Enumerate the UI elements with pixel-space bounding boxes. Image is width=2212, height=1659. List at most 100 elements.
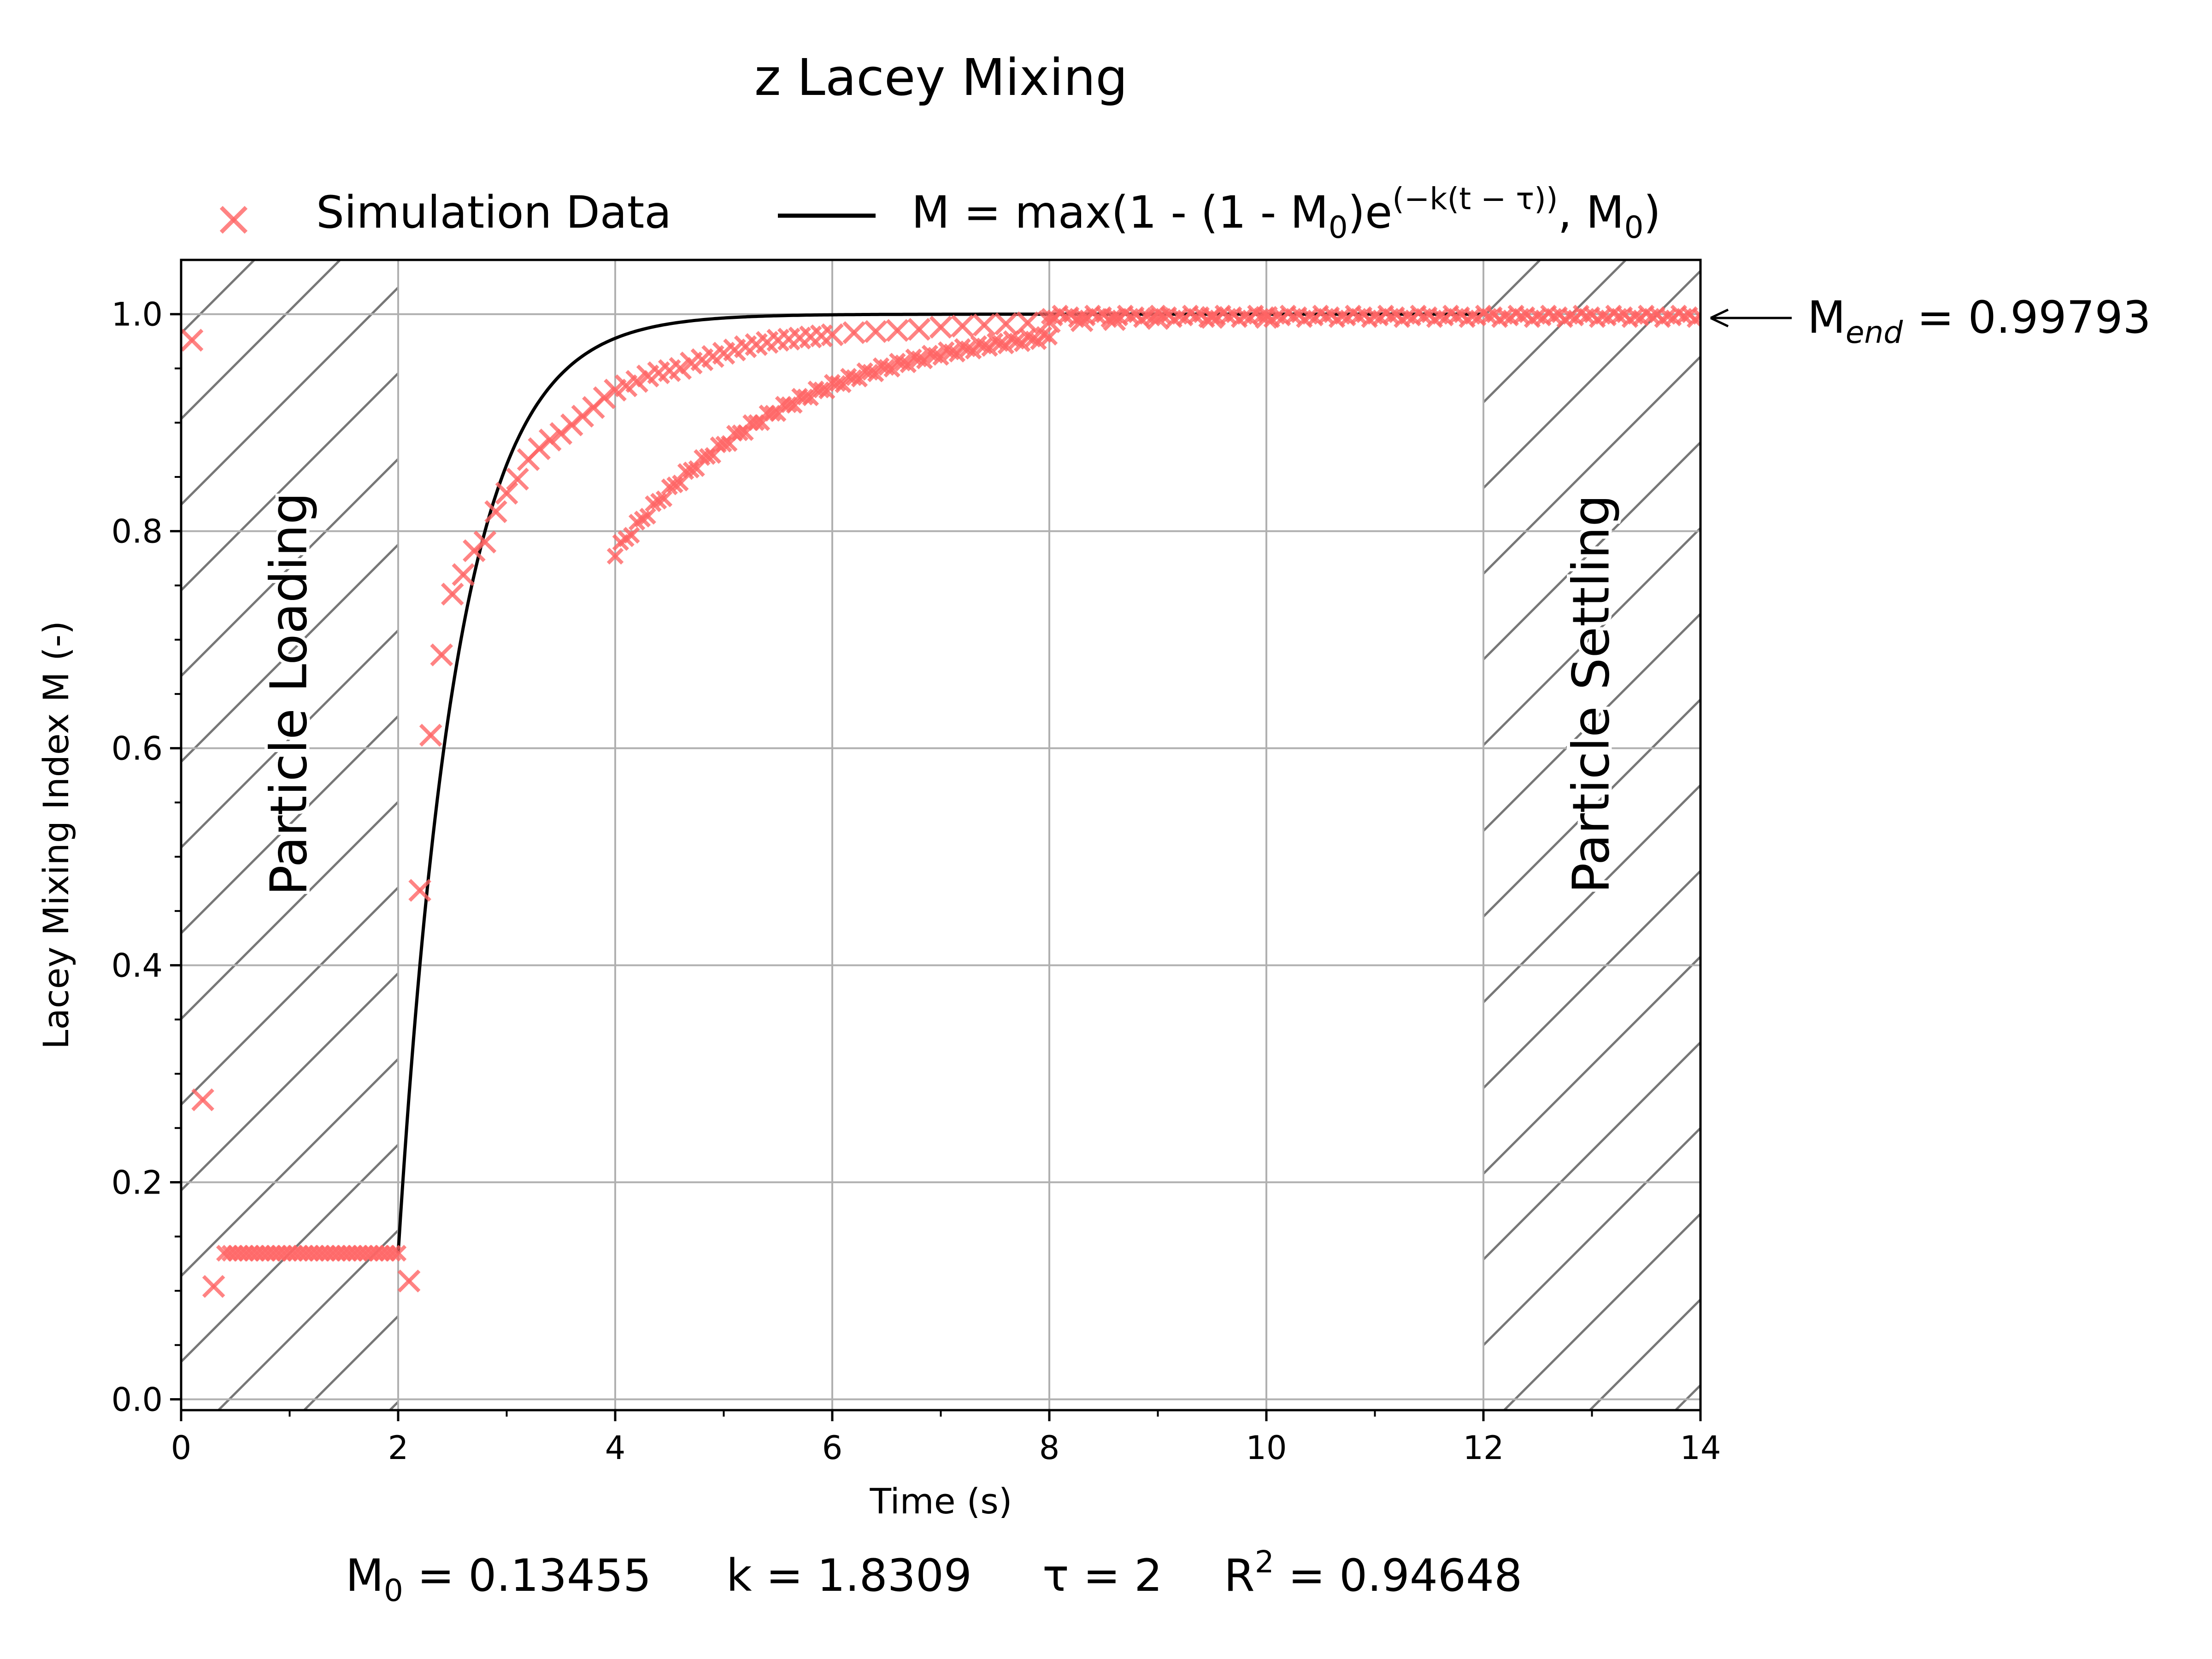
annotation-value: = 0.99793 xyxy=(1903,292,2151,343)
scatter-point xyxy=(669,357,692,380)
region-label-settling: Particle Settling xyxy=(1562,494,1621,894)
y-tick-label: 0.2 xyxy=(112,1164,163,1202)
scatter-point xyxy=(623,527,640,544)
scatter-point xyxy=(441,582,464,606)
scatter-point xyxy=(842,321,865,344)
shaded-region-0 xyxy=(181,260,398,1410)
annotation-arrow-head xyxy=(1710,308,1729,328)
scatter-point xyxy=(1070,309,1094,332)
scatter-point xyxy=(484,500,507,524)
param-tau: τ = 2 xyxy=(1042,1550,1162,1601)
y-tick-label: 0.8 xyxy=(112,513,163,551)
y-tick-label: 0.6 xyxy=(112,730,163,768)
scatter-point xyxy=(1692,308,1700,325)
scatter-point xyxy=(419,724,442,747)
y-tick-label: 0.4 xyxy=(112,947,163,985)
fit-parameters: M0 = 0.13455 k = 1.8309 τ = 2 R2 = 0.946… xyxy=(346,1544,1522,1608)
scatter-point xyxy=(593,386,616,409)
scatter-point xyxy=(951,314,974,338)
legend-fit-suffix-a: , M xyxy=(1558,187,1624,238)
shaded-regions xyxy=(181,260,1700,1410)
scatter-point xyxy=(389,1245,407,1262)
legend-fit-sup: (−k(t − τ)) xyxy=(1392,181,1558,217)
x-tick-label: 0 xyxy=(171,1429,192,1467)
scatter-point xyxy=(191,1088,214,1112)
legend-marker-simulation xyxy=(219,206,248,234)
chart-title: z Lacey Mixing xyxy=(754,48,1128,107)
scatter-point xyxy=(495,482,518,505)
scatter-point xyxy=(818,382,835,400)
scatter-point xyxy=(202,1275,225,1298)
shaded-region-1 xyxy=(1483,260,1700,1410)
scatter-point xyxy=(1041,329,1058,346)
scatter-point xyxy=(929,316,953,339)
scatter-point xyxy=(430,643,453,666)
scatter-point xyxy=(867,365,884,382)
scatter-point xyxy=(538,429,562,452)
scatter-point xyxy=(452,563,475,586)
annotation-symbol: M xyxy=(1807,292,1846,343)
x-tick-label: 14 xyxy=(1680,1429,1721,1467)
scatter-point xyxy=(851,371,868,388)
legend-fit-sub1: 0 xyxy=(1624,210,1643,245)
scatter-point xyxy=(672,474,689,492)
scatter-point xyxy=(384,1245,401,1262)
scatter-point xyxy=(796,388,814,406)
param-m0-sub: 0 xyxy=(384,1573,403,1608)
param-m0-value: = 0.13455 xyxy=(403,1550,651,1601)
scatter-point xyxy=(655,490,673,507)
scatter-point xyxy=(606,547,624,565)
x-tick-label: 8 xyxy=(1039,1429,1060,1467)
param-r2-sup: 2 xyxy=(1255,1544,1274,1580)
scatter-point xyxy=(864,320,888,343)
x-tick-label: 10 xyxy=(1246,1429,1287,1467)
annotation-text: Mend = 0.99793 xyxy=(1807,292,2151,350)
legend-fit-prefix: M = max(1 - (1 - M xyxy=(912,187,1329,238)
region-label-loading: Particle Loading xyxy=(259,492,318,895)
annotation-mend: Mend = 0.99793 xyxy=(1710,292,2151,350)
fit-line xyxy=(396,312,1483,1253)
scatter-point xyxy=(802,389,819,406)
x-axis: 0 2 4 6 8 10 12 14 xyxy=(171,1410,1721,1467)
legend-fit-mid: )e xyxy=(1348,187,1393,238)
scatter-point xyxy=(181,329,204,352)
legend-label-simulation: Simulation Data xyxy=(316,187,671,238)
scatter-point xyxy=(639,507,656,525)
scatter-point xyxy=(397,1269,421,1293)
scatter-point xyxy=(886,319,909,342)
y-axis: 0.0 0.2 0.4 0.6 0.8 1.0 xyxy=(112,296,181,1418)
param-r2-value: = 0.94648 xyxy=(1274,1550,1522,1601)
plot-frame xyxy=(180,259,1702,1412)
x-tick-label: 12 xyxy=(1463,1429,1504,1467)
scatter-series xyxy=(181,305,1700,1298)
x-axis-label: Time (s) xyxy=(869,1481,1012,1522)
scatter-point xyxy=(994,312,1018,335)
scatter-point xyxy=(972,313,996,337)
x-tick-label: 6 xyxy=(822,1429,843,1467)
x-tick-label: 2 xyxy=(388,1429,409,1467)
scatter-point xyxy=(821,323,844,347)
param-k: k = 1.8309 xyxy=(726,1550,972,1601)
y-tick-label: 0.0 xyxy=(112,1381,163,1418)
legend-label-fit: M = max(1 - (1 - M0)e(−k(t − τ)), M0) xyxy=(912,181,1661,245)
param-r2-symbol: R xyxy=(1224,1550,1255,1601)
x-tick-label: 4 xyxy=(605,1429,626,1467)
scatter-point xyxy=(506,467,529,491)
scatter-point xyxy=(907,318,931,341)
scatter-point xyxy=(473,530,497,554)
grid xyxy=(180,260,1701,1410)
scatter-point xyxy=(625,370,648,393)
y-tick-label: 1.0 xyxy=(112,296,163,334)
scatter-point xyxy=(829,375,847,392)
scatter-point xyxy=(845,369,863,386)
annotation-subscript: end xyxy=(1846,315,1903,350)
legend: Simulation Data M = max(1 - (1 - M 0 )e(−k… xyxy=(219,181,1661,245)
param-r2: R2 = 0.94648 xyxy=(1224,1544,1522,1601)
legend-fit-suffix-b: ) xyxy=(1643,187,1660,238)
scatter-point xyxy=(813,381,830,399)
param-m0-symbol: M xyxy=(346,1550,384,1601)
scatter-point xyxy=(835,376,852,394)
y-axis-label: Lacey Mixing Index M (-) xyxy=(35,621,76,1049)
scatter-point xyxy=(408,879,431,902)
